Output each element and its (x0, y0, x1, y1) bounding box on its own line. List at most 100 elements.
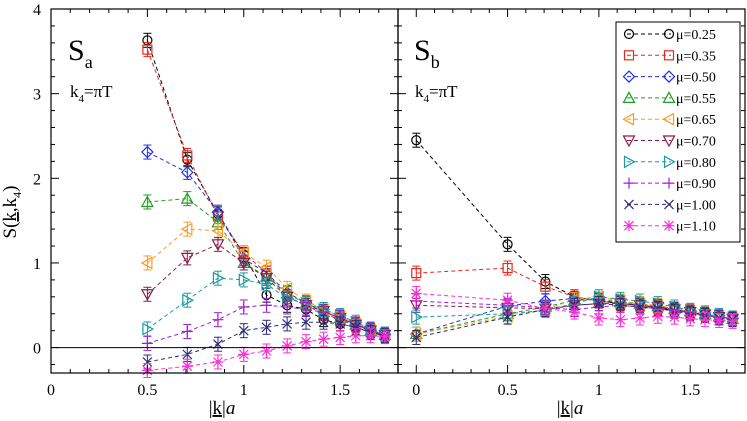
left-x-axis-label: |k|a (209, 398, 236, 419)
legend-marker-right (664, 199, 674, 210)
data-point (634, 312, 646, 324)
left-x-tick-label: 1 (240, 382, 248, 399)
data-point (727, 315, 739, 327)
legend-marker-right (663, 177, 675, 189)
data-point (282, 318, 293, 329)
legend-marker-right (663, 155, 676, 169)
legend-entries: μ=0.25 μ=0.35 μ=0.50 μ=0.55 μ=0.65 μ=0.70 μ=0.… (622, 28, 716, 235)
data-point (502, 294, 514, 306)
data-point (180, 252, 194, 265)
right-k4-annotation: k4=πT (415, 82, 458, 105)
data-point (281, 340, 293, 352)
right-x-tick-label: 0.5 (498, 382, 518, 399)
data-point (300, 336, 312, 348)
right-x-ticks: 0 0.5 1 1.5 (397, 9, 746, 399)
data-point (411, 135, 422, 146)
data-point (410, 287, 422, 299)
left-x-tick-label: 0.5 (137, 382, 157, 399)
data-point (318, 333, 330, 345)
data-point (539, 303, 551, 315)
data-point (212, 271, 225, 285)
data-point (238, 348, 250, 360)
y-tick-label: 3 (33, 87, 41, 104)
series-line (147, 321, 386, 363)
data-point (411, 332, 422, 343)
legend-marker-left (622, 91, 636, 104)
legend-entry: μ=0.25 (623, 28, 716, 43)
data-point (212, 356, 224, 368)
data-point (261, 299, 273, 311)
data-point (211, 239, 225, 252)
data-point (684, 313, 696, 325)
legend-marker-left (622, 112, 635, 126)
series-left-8 (142, 314, 390, 370)
data-point (237, 257, 251, 270)
series-right-9 (410, 285, 739, 329)
data-point (652, 310, 664, 322)
series-line (147, 198, 386, 336)
data-point (635, 302, 645, 312)
data-point (300, 304, 312, 316)
data-point (411, 268, 422, 279)
data-point (261, 345, 273, 357)
data-point (335, 318, 346, 329)
legend-label: μ=0.50 (676, 71, 716, 86)
y-axis-label: S(k,k4) (0, 186, 24, 239)
right-x-tick-label: 0 (412, 382, 420, 399)
data-point (713, 315, 725, 327)
data-point (502, 312, 513, 323)
data-point (238, 273, 251, 287)
y-tick-label: 4 (33, 2, 41, 19)
data-point (182, 349, 193, 360)
legend-marker-right (663, 50, 675, 61)
right-panel-marks (409, 132, 740, 345)
left-x-tick-label: 1.5 (330, 382, 350, 399)
legend-entry: μ=0.90 (623, 177, 716, 192)
data-point (181, 360, 193, 372)
legend-entry: μ=0.50 (622, 70, 716, 86)
y-tick-label: 0 (33, 341, 41, 358)
legend-label: μ=0.65 (676, 113, 716, 128)
legend-marker-right (663, 28, 675, 40)
legend-box (615, 21, 741, 243)
legend-label: μ=0.55 (676, 92, 716, 107)
series-right-8 (411, 296, 738, 345)
left-k4-annotation: k4=πT (70, 82, 113, 105)
legend-entry: μ=0.55 (622, 91, 716, 107)
legend-entry: μ=1.00 (624, 198, 716, 213)
legend: μ=0.25 μ=0.35 μ=0.50 μ=0.55 μ=0.65 μ=0.70 μ=0.… (615, 21, 741, 243)
legend-marker-left (623, 50, 635, 61)
data-point (141, 145, 154, 159)
data-point (699, 314, 711, 326)
data-point (211, 224, 224, 238)
left-x-tick-label: 0 (47, 382, 55, 399)
data-point (259, 260, 272, 274)
legend-marker-right (663, 220, 675, 232)
right-panel: 0 0.5 1 1.5 Sb k4=πT |k|a μ=0.25 μ=0.35 μ=0.5… (397, 8, 746, 419)
legend-entry: μ=0.70 (622, 135, 716, 150)
data-point (350, 322, 361, 333)
data-point (140, 195, 154, 208)
legend-marker-left (623, 220, 635, 232)
right-panel-label: Sb (414, 34, 440, 72)
data-point (669, 311, 681, 323)
data-point (142, 44, 153, 55)
right-plot-frame (397, 8, 746, 374)
legend-entry: μ=0.35 (623, 49, 716, 64)
data-point (180, 191, 194, 204)
left-panel-marks (140, 32, 392, 378)
data-point (365, 330, 377, 342)
legend-entry: μ=0.80 (623, 155, 716, 171)
legend-marker-left (623, 177, 635, 189)
data-point (615, 300, 626, 311)
legend-entry: μ=0.65 (622, 112, 716, 128)
data-point (181, 326, 193, 338)
data-point (281, 301, 293, 313)
legend-label: μ=1.10 (676, 220, 716, 235)
data-point (318, 317, 329, 328)
data-point (502, 239, 513, 250)
legend-label: μ=0.80 (676, 156, 716, 171)
data-point (180, 222, 193, 236)
